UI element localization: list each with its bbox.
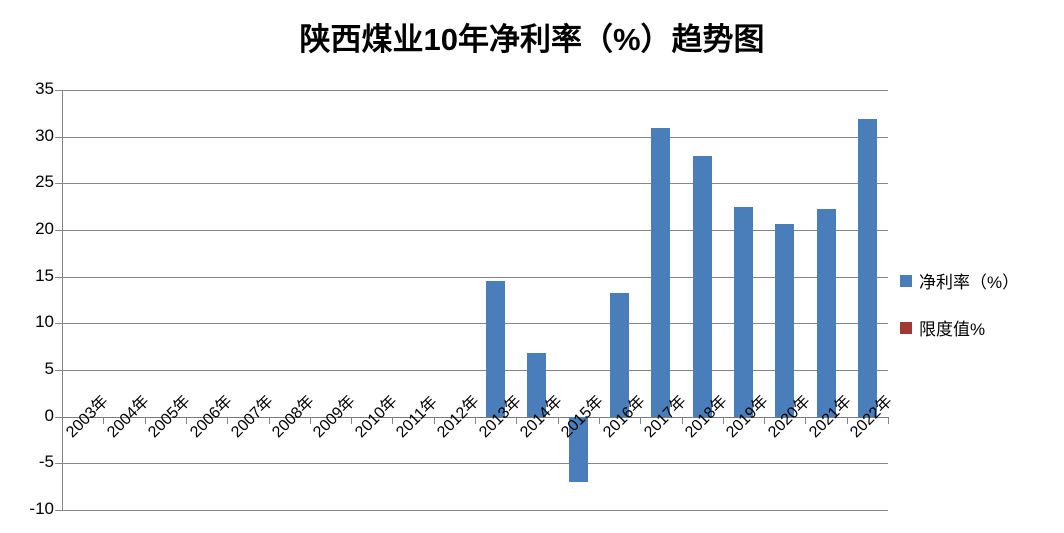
y-axis-tick-label: 0 xyxy=(44,405,54,425)
y-axis-tick-mark xyxy=(55,136,62,138)
legend-item-label: 净利率（%） xyxy=(919,273,1020,292)
gridline xyxy=(62,323,888,325)
x-axis-tick-mark xyxy=(309,416,311,424)
gridline xyxy=(62,276,888,278)
bar xyxy=(568,416,588,482)
x-axis-tick-mark xyxy=(764,416,766,424)
bar xyxy=(692,156,712,417)
gridline xyxy=(62,90,888,91)
x-axis-tick-mark xyxy=(598,416,600,424)
x-axis-tick-mark xyxy=(640,416,642,424)
gridline xyxy=(62,463,888,465)
y-axis-tick-label: 35 xyxy=(35,79,54,98)
x-axis-tick-mark xyxy=(185,416,187,424)
plot-area xyxy=(62,90,888,511)
y-axis-tick-label: 30 xyxy=(35,125,54,145)
y-axis-tick-mark xyxy=(55,183,62,185)
y-axis-tick-mark xyxy=(55,276,62,278)
y-axis-tick-label: -10 xyxy=(29,499,54,518)
y-axis-line xyxy=(62,90,63,510)
x-axis-tick-mark xyxy=(227,416,229,424)
x-axis-tick-mark xyxy=(433,416,435,424)
x-axis-tick-mark xyxy=(268,416,270,424)
x-axis-tick-mark xyxy=(557,416,559,424)
x-axis-tick-mark xyxy=(805,416,807,424)
chart-title: 陕西煤业10年净利率（%）趋势图 xyxy=(299,22,765,57)
y-axis-tick-mark xyxy=(55,323,62,325)
y-axis-tick-mark xyxy=(55,370,62,371)
x-axis-tick-mark xyxy=(516,416,518,424)
bar xyxy=(610,293,630,417)
y-axis-tick-mark xyxy=(55,510,62,511)
bar xyxy=(733,206,753,417)
x-axis-tick-mark xyxy=(475,416,476,424)
gridline xyxy=(62,183,888,185)
x-axis-tick-mark xyxy=(681,416,683,424)
bar xyxy=(775,224,795,417)
y-axis-tick-label: 10 xyxy=(35,312,54,332)
bar xyxy=(651,128,671,417)
gridline xyxy=(62,510,888,511)
legend-item[interactable]: 限度值% xyxy=(900,315,1060,340)
legend-item-label: 限度值% xyxy=(919,320,986,339)
bar xyxy=(486,281,506,417)
x-axis-tick-mark xyxy=(846,416,848,424)
x-axis-tick-mark xyxy=(888,416,889,424)
y-axis-tick-label: 20 xyxy=(35,219,54,238)
bar xyxy=(857,118,877,417)
gridline xyxy=(62,230,888,231)
x-axis-tick-mark xyxy=(103,416,105,424)
chart-legend: 净利率（%） 限度值% xyxy=(900,268,1060,362)
legend-item[interactable]: 净利率（%） xyxy=(900,268,1060,293)
y-axis-tick-label: 25 xyxy=(35,172,54,192)
y-axis-tick-mark xyxy=(55,230,62,231)
bar xyxy=(816,208,836,417)
gridline xyxy=(62,370,888,371)
x-axis-tick-mark xyxy=(144,416,146,424)
x-axis-tick-mark xyxy=(62,416,63,424)
gridline xyxy=(62,136,888,138)
y-axis-tick-label: 15 xyxy=(35,265,54,285)
y-axis-tick-label: 5 xyxy=(44,359,54,378)
y-axis-tick-label: -5 xyxy=(38,452,54,472)
x-axis-tick-mark xyxy=(392,416,394,424)
y-axis-tick-mark xyxy=(55,463,62,465)
legend-swatch-icon xyxy=(900,321,912,334)
x-axis-tick-mark xyxy=(722,416,724,424)
y-axis-tick-mark xyxy=(55,416,62,418)
x-axis-tick-mark xyxy=(351,416,353,424)
legend-swatch-icon xyxy=(900,274,912,287)
y-axis-tick-mark xyxy=(55,90,62,91)
bar xyxy=(527,353,547,417)
